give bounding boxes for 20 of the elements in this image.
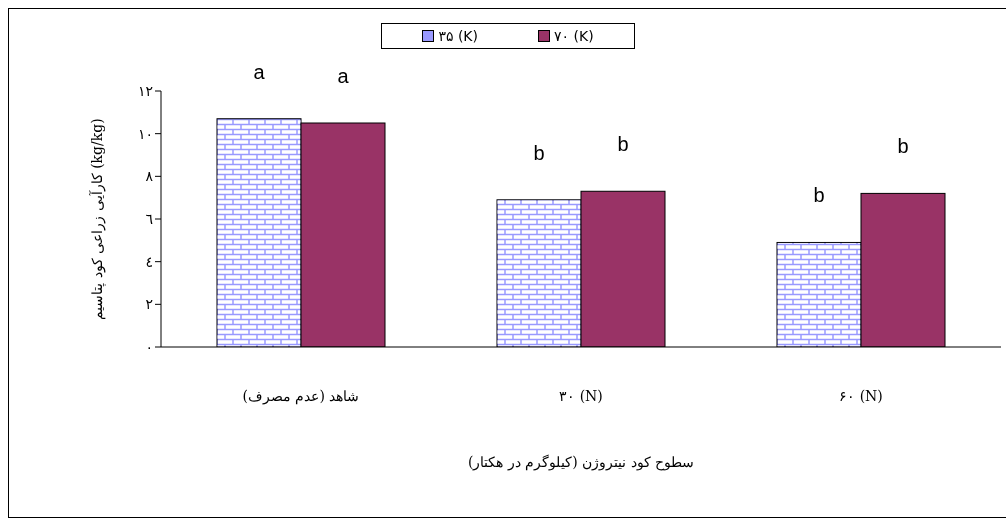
annotation: b — [897, 135, 909, 158]
x-tick-label: ۳۰ (N) — [559, 387, 603, 404]
y-tick-label: ۲ — [145, 296, 153, 313]
y-tick-label: ۰ — [145, 338, 153, 355]
x-tick-label: شاهد (عدم مصرف) — [242, 387, 360, 405]
legend-label: ۷۰ (K) — [554, 28, 594, 44]
y-tick-label: ٦ — [145, 210, 153, 227]
annotation: b — [617, 133, 629, 156]
x-tick-label: ۶۰ (N) — [839, 387, 883, 404]
y-tick-label: ۱۰ — [137, 125, 153, 142]
x-axis-title: سطوح کود نیتروژن (کیلوگرم در هکتار) — [467, 454, 695, 471]
annotation: b — [533, 141, 545, 164]
text: a — [337, 65, 350, 87]
text: a — [253, 60, 266, 83]
legend-label: ۳۵ (K) — [438, 28, 478, 44]
annotation: b — [813, 184, 825, 207]
y-tick-label: ۱۲ — [137, 82, 153, 99]
y-tick-label: ٨ — [145, 168, 154, 185]
y-tick-label: ٤ — [145, 253, 153, 270]
y-axis-title: کارآیی زراعی کود پتاسیم (kg/kg) — [87, 118, 106, 320]
